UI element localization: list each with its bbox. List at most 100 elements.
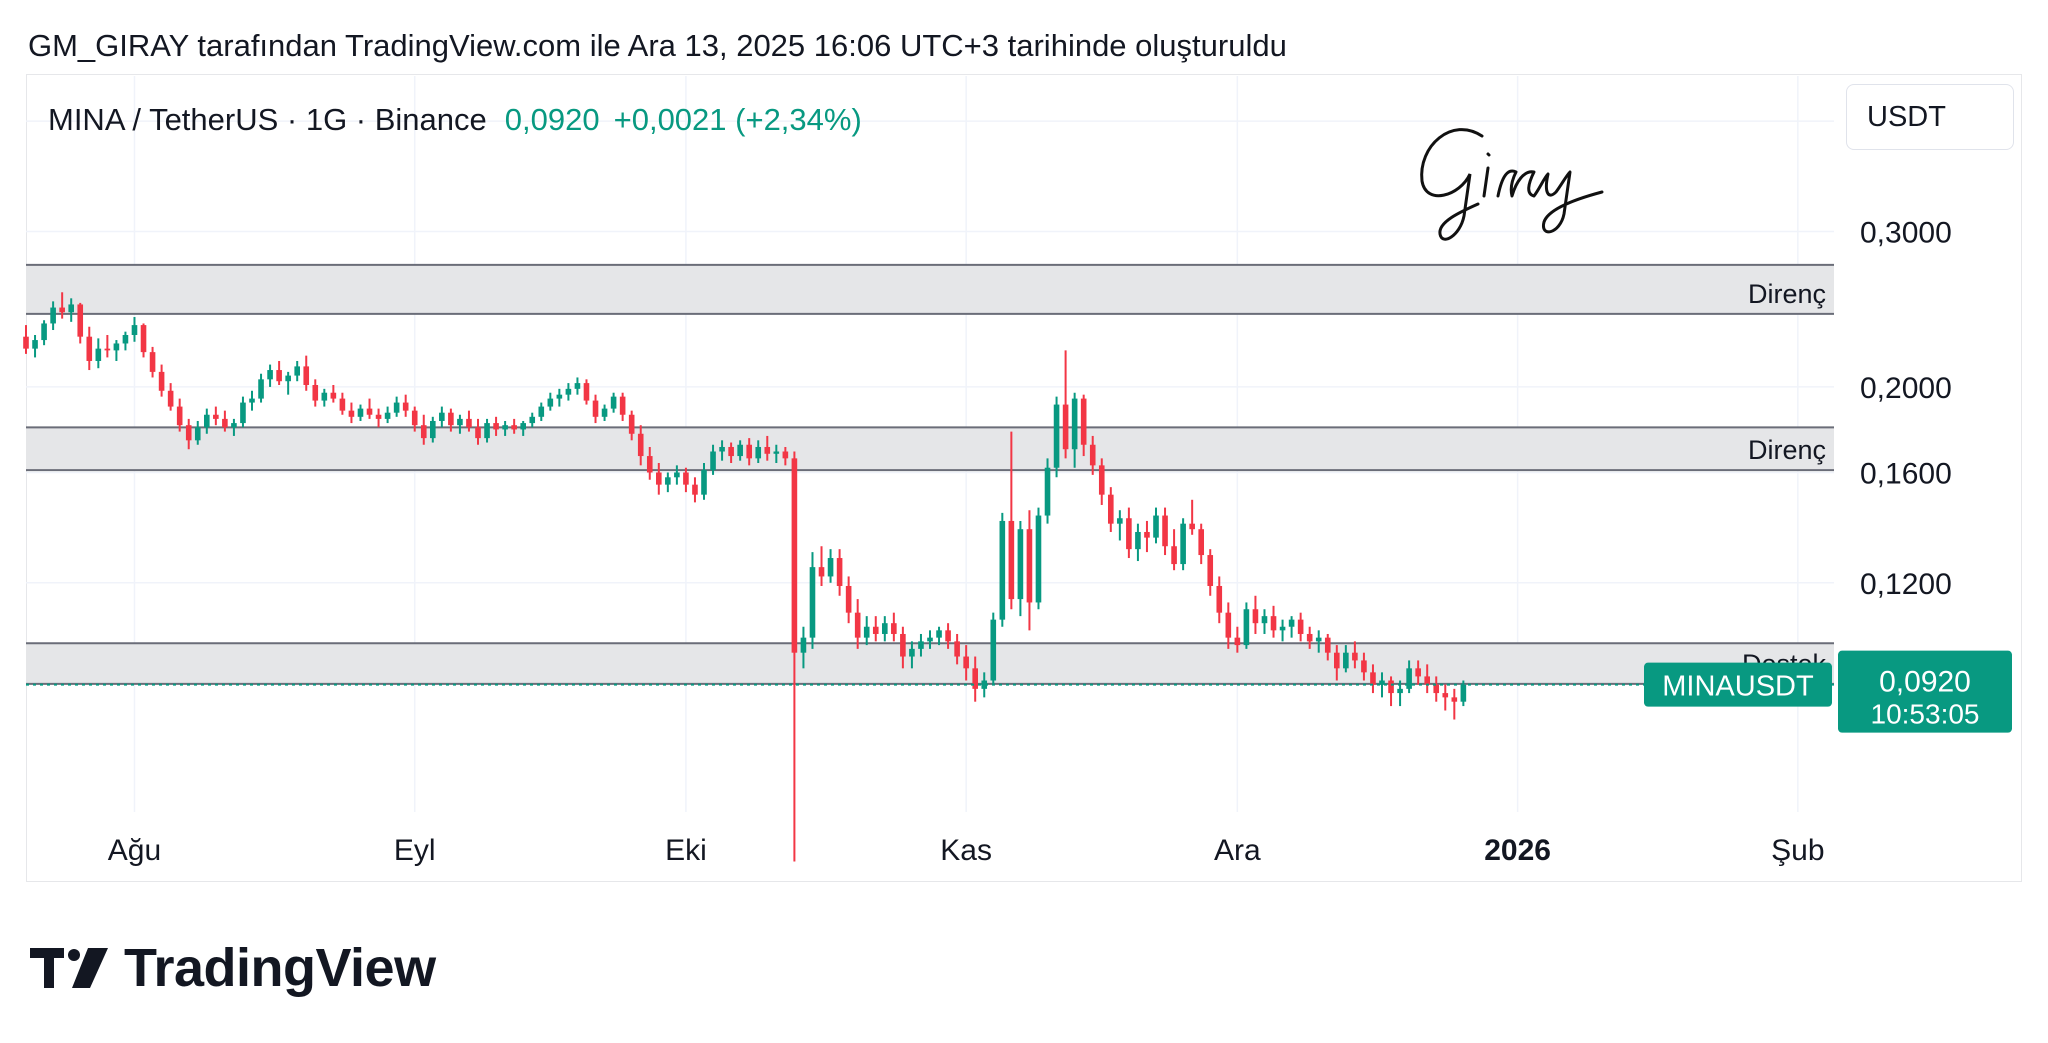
candle[interactable] xyxy=(1279,619,1286,642)
candle[interactable] xyxy=(1361,652,1367,681)
candle[interactable] xyxy=(86,326,93,371)
candle[interactable] xyxy=(565,383,572,401)
candle[interactable] xyxy=(402,394,409,417)
candle[interactable] xyxy=(737,440,743,461)
candle[interactable] xyxy=(800,626,807,669)
candle[interactable] xyxy=(41,320,47,346)
candle[interactable] xyxy=(646,446,653,480)
candle[interactable] xyxy=(601,404,608,421)
candle[interactable] xyxy=(249,390,255,411)
candle[interactable] xyxy=(285,371,291,395)
candle[interactable] xyxy=(746,438,753,466)
candle[interactable] xyxy=(68,298,75,322)
candle[interactable] xyxy=(547,392,554,411)
candle[interactable] xyxy=(574,377,581,395)
candle[interactable] xyxy=(1433,676,1440,702)
candle[interactable] xyxy=(1270,605,1277,638)
candle[interactable] xyxy=(511,418,517,434)
candle[interactable] xyxy=(411,406,418,432)
candle[interactable] xyxy=(592,394,599,424)
candle[interactable] xyxy=(1343,645,1349,673)
candle[interactable] xyxy=(158,364,165,397)
candle[interactable] xyxy=(872,616,879,642)
symbol-price-label[interactable]: MINAUSDT xyxy=(1644,662,1832,707)
candle[interactable] xyxy=(258,373,264,403)
candle[interactable] xyxy=(1406,660,1412,694)
candle[interactable] xyxy=(719,440,725,461)
candle[interactable] xyxy=(1117,510,1123,541)
candle[interactable] xyxy=(222,410,228,432)
candle[interactable] xyxy=(1180,518,1186,571)
candle[interactable] xyxy=(1388,676,1394,707)
candle[interactable] xyxy=(149,346,156,378)
candle[interactable] xyxy=(493,416,499,436)
candle[interactable] xyxy=(339,392,346,415)
candle[interactable] xyxy=(1144,520,1150,553)
candle[interactable] xyxy=(728,442,734,464)
candle[interactable] xyxy=(981,672,988,698)
candle[interactable] xyxy=(954,633,960,665)
candle[interactable] xyxy=(1225,602,1232,649)
candle[interactable] xyxy=(755,440,762,464)
candle[interactable] xyxy=(1451,688,1458,720)
candle[interactable] xyxy=(881,616,888,642)
candle[interactable] xyxy=(610,392,617,413)
candle[interactable] xyxy=(457,414,463,434)
candle[interactable] xyxy=(50,301,56,331)
candle[interactable] xyxy=(1126,507,1132,559)
candle[interactable] xyxy=(1198,523,1205,565)
candle[interactable] xyxy=(32,335,38,358)
candle[interactable] xyxy=(1288,616,1295,638)
candle[interactable] xyxy=(1107,487,1114,532)
candle[interactable] xyxy=(710,444,716,475)
candle[interactable] xyxy=(231,418,237,436)
price-axis[interactable]: 0,40000,30000,20000,16000,12000,092010:5… xyxy=(1838,106,2012,733)
candle[interactable] xyxy=(240,396,246,428)
candle[interactable] xyxy=(366,398,373,419)
candle[interactable] xyxy=(1080,394,1087,457)
candle[interactable] xyxy=(972,656,979,702)
candle[interactable] xyxy=(1261,609,1268,634)
candle[interactable] xyxy=(1189,499,1195,535)
candle[interactable] xyxy=(809,552,816,649)
candle[interactable] xyxy=(439,406,445,428)
candle[interactable] xyxy=(194,420,201,445)
candle[interactable] xyxy=(1044,458,1051,524)
candle[interactable] xyxy=(484,418,490,443)
candle[interactable] xyxy=(1071,392,1078,468)
candle[interactable] xyxy=(538,402,545,421)
candle[interactable] xyxy=(782,446,789,466)
candle[interactable] xyxy=(185,418,192,450)
candle[interactable] xyxy=(945,623,951,649)
candle[interactable] xyxy=(1017,520,1024,617)
chart-frame[interactable] xyxy=(26,74,2022,882)
candle[interactable] xyxy=(655,463,662,495)
candle[interactable] xyxy=(267,364,273,387)
candle[interactable] xyxy=(1379,672,1385,698)
candle[interactable] xyxy=(818,546,825,586)
candle[interactable] xyxy=(23,325,29,354)
candle[interactable] xyxy=(384,406,391,424)
candle[interactable] xyxy=(1424,664,1431,694)
candle[interactable] xyxy=(95,338,102,369)
candle[interactable] xyxy=(213,406,219,426)
candle[interactable] xyxy=(1324,633,1331,661)
candle[interactable] xyxy=(827,549,834,583)
candle[interactable] xyxy=(1162,507,1168,556)
candle[interactable] xyxy=(692,477,698,503)
candle[interactable] xyxy=(303,355,310,391)
candle[interactable] xyxy=(1243,602,1250,649)
candle[interactable] xyxy=(990,612,997,685)
candle[interactable] xyxy=(963,645,969,681)
candle[interactable] xyxy=(1352,641,1358,669)
candle[interactable] xyxy=(583,379,590,405)
candle[interactable] xyxy=(502,420,508,436)
candle[interactable] xyxy=(348,402,355,424)
candle[interactable] xyxy=(1171,529,1177,571)
candle[interactable] xyxy=(1062,350,1069,459)
candle[interactable] xyxy=(1415,660,1421,685)
tradingview-logo[interactable]: TradingView xyxy=(30,938,436,998)
candle[interactable] xyxy=(1026,510,1033,631)
candle[interactable] xyxy=(466,410,472,432)
